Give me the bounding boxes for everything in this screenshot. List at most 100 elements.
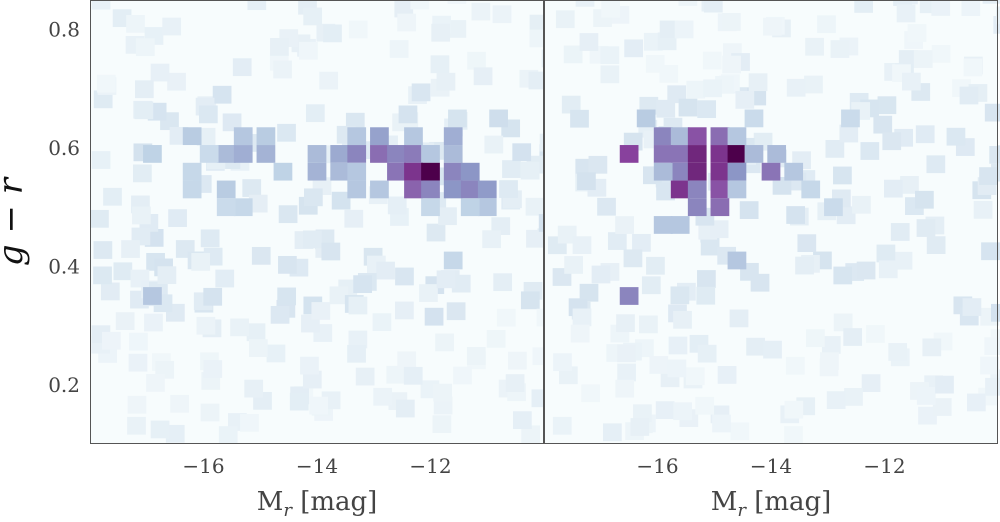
background-bin: [277, 123, 296, 142]
background-bin: [121, 240, 140, 258]
background-bin: [200, 229, 220, 248]
right-panel: [544, 0, 1000, 444]
background-bin: [270, 305, 290, 324]
background-bin: [935, 375, 954, 394]
background-bin: [499, 180, 518, 198]
background-bin: [962, 298, 982, 316]
background-bin: [557, 225, 577, 244]
background-bin: [916, 387, 936, 405]
background-bin: [702, 51, 722, 70]
background-bin: [196, 316, 216, 335]
heatmap-cell: [710, 145, 730, 163]
background-bin: [866, 325, 885, 343]
background-bin: [659, 65, 679, 83]
background-bin: [695, 396, 715, 415]
background-bin: [167, 72, 186, 91]
background-bin: [436, 72, 456, 91]
background-bin: [270, 38, 289, 56]
background-bin: [581, 384, 600, 403]
background-bin: [466, 347, 486, 365]
background-bin: [520, 291, 540, 310]
background-bin: [321, 242, 341, 261]
background-bin: [926, 155, 946, 174]
background-bin: [575, 0, 595, 7]
background-bin: [424, 307, 444, 326]
background-bin: [890, 223, 910, 241]
background-bin: [232, 58, 252, 77]
background-bin: [389, 40, 409, 58]
background-bin: [615, 216, 634, 234]
heatmap-cell: [347, 145, 367, 163]
background-bin: [746, 337, 765, 356]
background-bin: [331, 191, 351, 210]
background-bin: [430, 55, 450, 74]
background-bin: [410, 0, 430, 10]
background-bin: [453, 366, 472, 385]
background-bin: [729, 309, 749, 328]
background-bin: [785, 356, 805, 375]
heatmap-cell: [710, 162, 730, 181]
background-bin: [597, 197, 616, 216]
heatmap-cell: [824, 198, 843, 217]
heatmap-cell: [216, 198, 236, 217]
heatmap-cell: [687, 162, 707, 181]
heatmap-cell: [477, 198, 497, 217]
heatmap-cell: [443, 127, 463, 146]
background-bin: [91, 151, 111, 169]
background-bin: [102, 331, 121, 350]
background-bin: [712, 414, 731, 433]
background-bin: [100, 282, 120, 301]
background-bin: [507, 351, 527, 370]
background-bin: [830, 40, 850, 58]
x-axis-label: Mr [mag]: [711, 487, 832, 521]
x-tick-label: −16: [182, 454, 224, 478]
background-bin: [247, 0, 267, 11]
background-bin: [616, 314, 635, 333]
heatmap-cell: [727, 145, 747, 163]
background-bin: [93, 266, 112, 285]
heatmap-cell: [216, 180, 236, 199]
background-bin: [126, 14, 145, 33]
background-bin: [772, 176, 792, 195]
heatmap-cell: [670, 180, 690, 199]
background-bin: [570, 109, 589, 128]
background-bin: [473, 67, 493, 86]
left-panel: [90, 0, 563, 444]
background-bin: [852, 195, 871, 214]
background-bin: [784, 400, 804, 419]
background-bin: [447, 0, 467, 4]
background-bin: [300, 356, 319, 375]
background-bin: [372, 313, 392, 331]
background-bin: [888, 343, 908, 361]
background-bin: [162, 17, 182, 36]
heatmap-cell: [330, 145, 350, 163]
heatmap-cell: [653, 145, 673, 163]
background-bin: [883, 179, 903, 198]
background-bin: [157, 266, 177, 285]
background-bin: [467, 51, 486, 70]
background-bin: [309, 396, 328, 415]
background-bin: [997, 145, 1000, 164]
heatmap-cell: [744, 145, 764, 163]
background-bin: [218, 426, 238, 444]
background-bin: [433, 383, 453, 402]
background-bin: [709, 220, 729, 239]
background-bin: [860, 142, 880, 160]
heatmap-cell: [784, 162, 804, 181]
background-bin: [821, 336, 841, 354]
background-bin: [144, 313, 163, 332]
background-bin: [670, 286, 690, 305]
background-bin: [553, 353, 572, 372]
background-bin: [984, 337, 1000, 355]
background-bin: [90, 209, 109, 228]
heatmap-cell: [256, 145, 276, 163]
background-bin: [820, 352, 839, 371]
background-bin: [103, 187, 122, 206]
background-bin: [667, 359, 687, 378]
background-bin: [311, 302, 331, 320]
background-bin: [656, 99, 676, 118]
y-tick-label: 0.6: [48, 136, 80, 160]
heatmap-cell: [710, 180, 730, 199]
background-bin: [843, 328, 863, 346]
